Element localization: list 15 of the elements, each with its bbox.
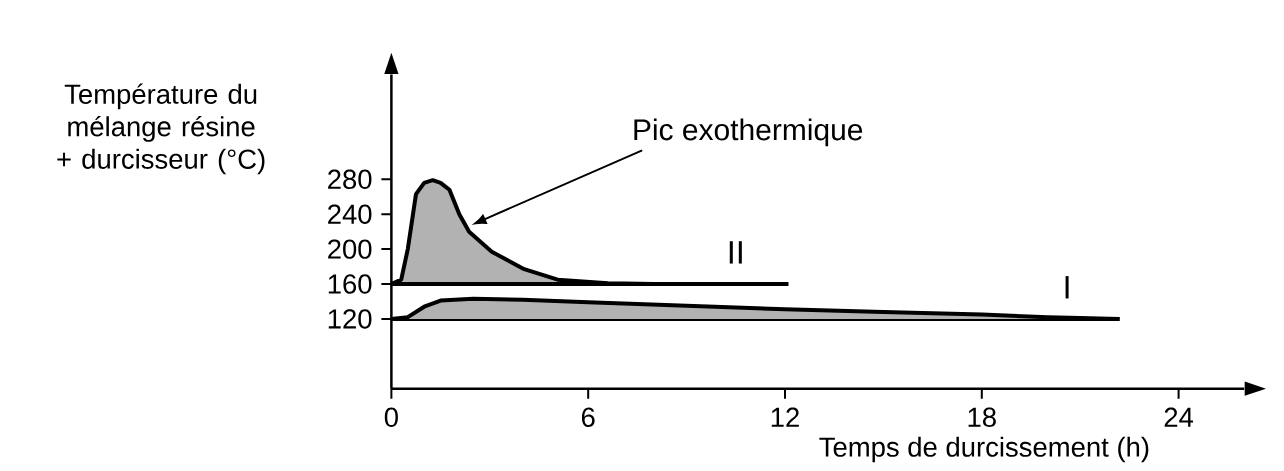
x-tick-label: 12 — [771, 407, 799, 427]
y-tick-label: 240 — [328, 204, 372, 225]
y-axis-title: Température du mélange résine + durcisseur (°C) — [57, 83, 265, 175]
x-tick-label: 6 — [581, 407, 595, 428]
series-label: II — [729, 241, 742, 264]
y-tick-label: 200 — [328, 239, 372, 260]
series-label: I — [1065, 276, 1069, 299]
x-axis-title: Temps de durcissement (h) — [819, 436, 1149, 463]
y-tick-label: 280 — [328, 169, 372, 190]
x-tick-label: 24 — [1164, 407, 1194, 427]
x-tick-label: 0 — [384, 407, 398, 428]
annotation: Pic exothermique — [634, 118, 863, 147]
y-tick-label: 120 — [328, 309, 372, 329]
y-tick-label: 160 — [328, 274, 372, 294]
x-tick-label: 18 — [968, 407, 996, 428]
